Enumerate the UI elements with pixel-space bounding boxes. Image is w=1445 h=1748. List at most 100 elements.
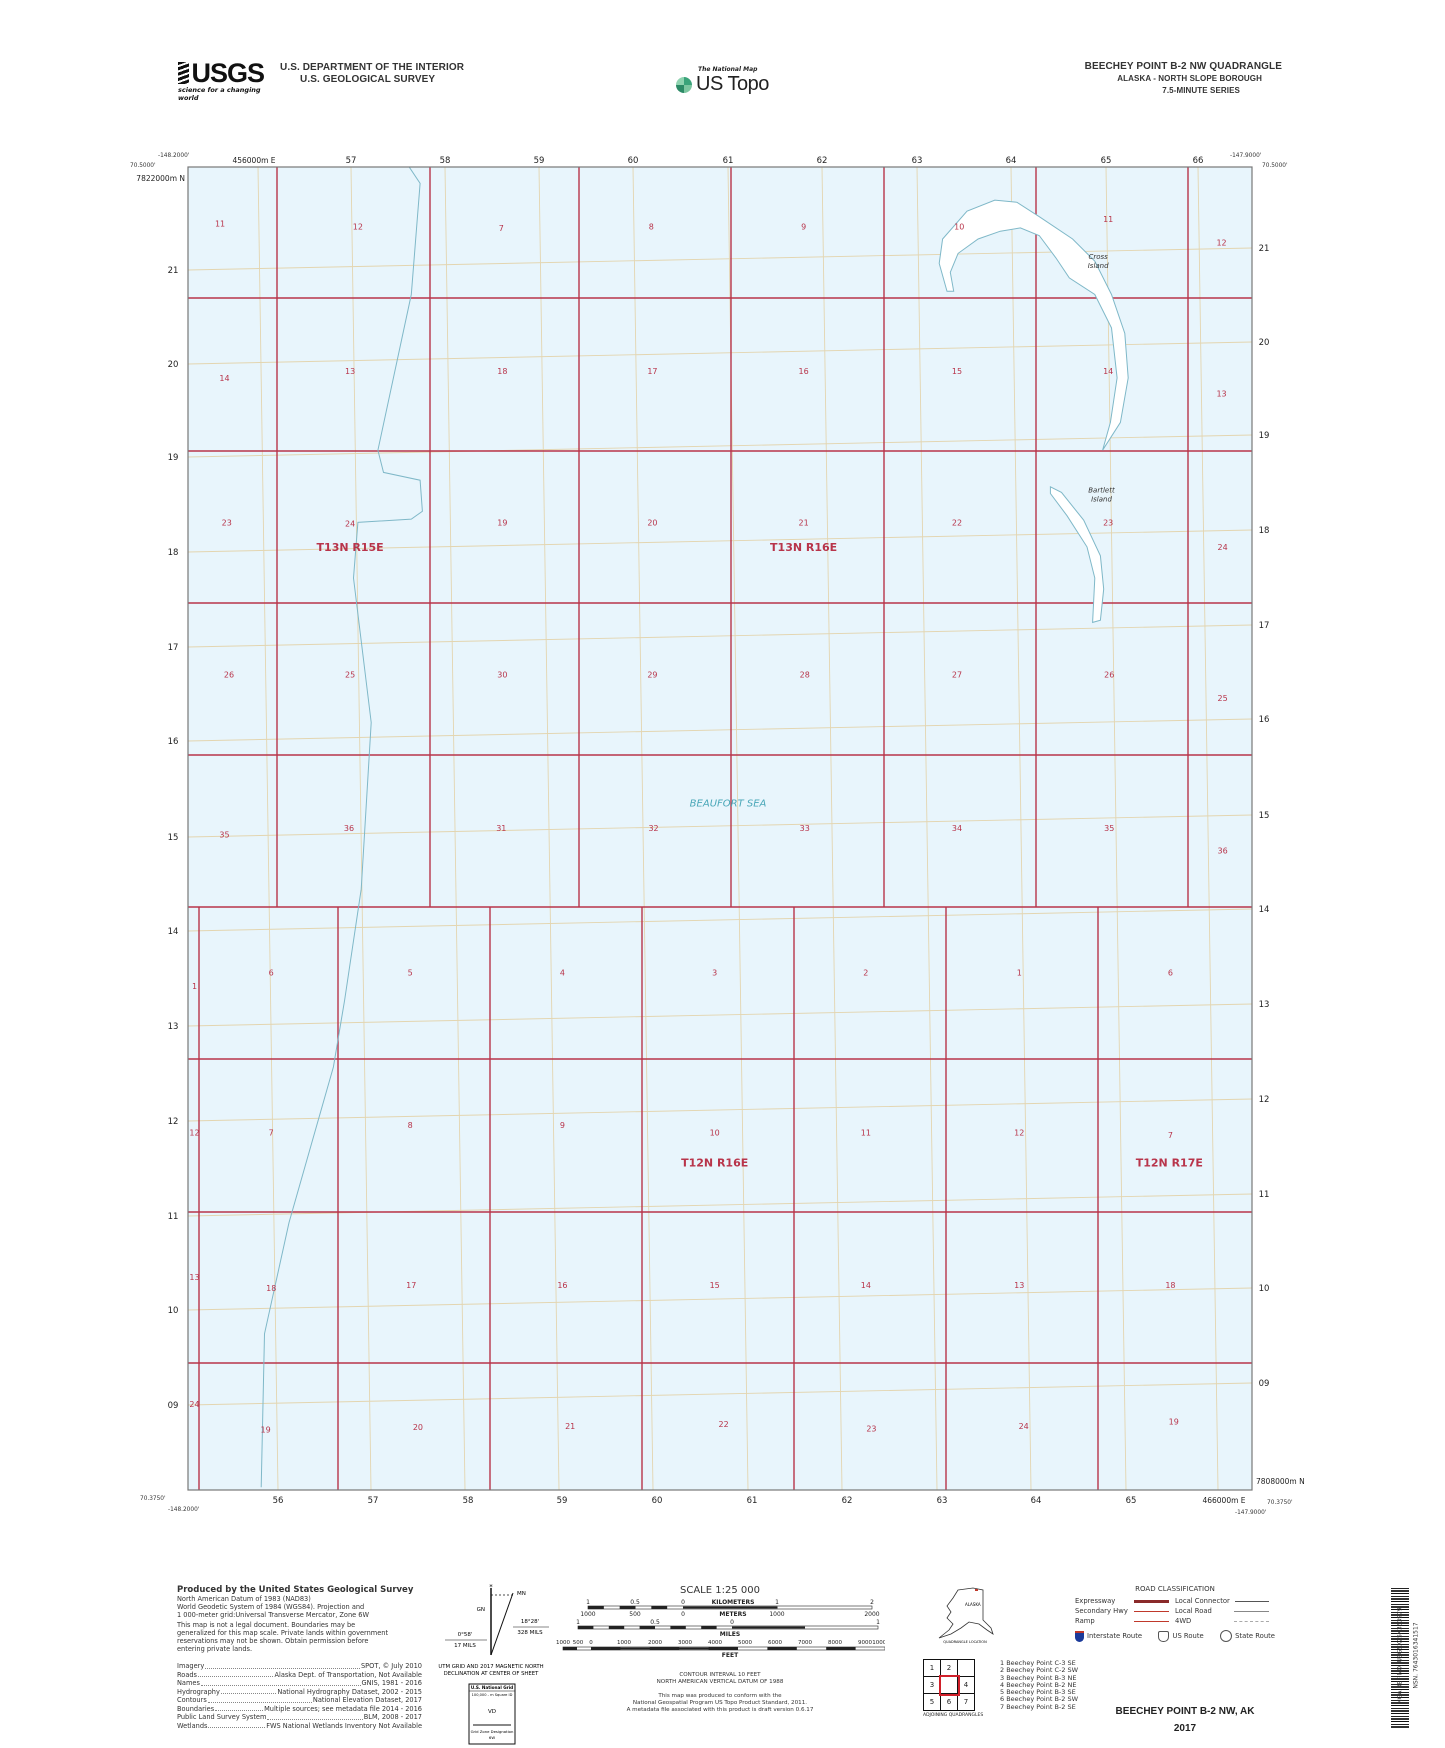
corner-coordinate: -148.2000' <box>168 1507 200 1513</box>
scale-tick-label: 5000 <box>738 1640 752 1646</box>
credit-value: National Hydrography Dataset, 2002 - 201… <box>277 1687 422 1696</box>
road-class-label: Local Connector <box>1175 1597 1230 1605</box>
gzd-value: 6W <box>489 1735 495 1740</box>
barcode <box>1391 1588 1409 1728</box>
easting-label-top: 59 <box>534 156 545 166</box>
scale-tick-label: 8000 <box>828 1640 842 1646</box>
easting-label-first: 456000m E <box>232 156 275 165</box>
section-number: 2 <box>863 969 868 978</box>
section-number: 22 <box>952 518 962 527</box>
northing-label-right: 13 <box>1259 1000 1270 1010</box>
section-number: 29 <box>647 671 657 680</box>
scale-block: SCALE 1:25 000 1 0.5 0 1 2 KILOMETERS 1000 500 0… <box>555 1585 890 1714</box>
northing-label-left: 10 <box>168 1306 179 1316</box>
section-number: 34 <box>952 824 962 833</box>
section-number: 13 <box>1014 1281 1024 1290</box>
credit-value: Multiple sources; see metadata file 2014… <box>264 1704 422 1713</box>
scale-bar-segment <box>591 1647 621 1650</box>
road-class-label: 4WD <box>1175 1617 1192 1625</box>
easting-label-bottom: 57 <box>368 1496 379 1506</box>
section-number: 16 <box>557 1281 567 1290</box>
bartlett-island[interactable] <box>1049 485 1105 624</box>
section-number: 13 <box>189 1273 199 1282</box>
us-topo-text: US Topo <box>696 73 769 95</box>
quad-location-marker <box>975 1589 978 1591</box>
section-number: 24 <box>1218 543 1228 552</box>
section-number: 18 <box>266 1284 276 1293</box>
star-icon: * <box>489 1583 493 1591</box>
island-name-label: Island <box>1088 262 1109 270</box>
road-class-label: Local Road <box>1175 1607 1212 1615</box>
credit-value: Alaska Dept. of Transportation, Not Avai… <box>274 1670 422 1679</box>
scale-unit-label: KILOMETERS <box>712 1599 755 1606</box>
section-number: 30 <box>497 671 507 680</box>
scale-bar-segment <box>732 1626 805 1629</box>
utm-northing-line <box>187 624 1253 648</box>
scale-bar-segment <box>608 1626 625 1629</box>
declination-caption-2: DECLINATION AT CENTER OF SHEET <box>444 1671 539 1677</box>
leader-dots <box>208 1722 266 1728</box>
section-number: 7 <box>499 224 504 233</box>
scale-bar-segment <box>563 1647 577 1650</box>
scale-tick-label: 0 <box>681 1611 685 1618</box>
easting-label-bottom: 58 <box>463 1496 474 1506</box>
credit-value: National Elevation Dataset, 2017 <box>312 1696 422 1704</box>
northing-label-last: 7808000m N <box>1256 1477 1305 1486</box>
adjoining-quad-cell: 7 <box>957 1693 975 1711</box>
northing-label-right: 14 <box>1259 905 1270 915</box>
utm-easting-line <box>257 166 279 1491</box>
island-name-label: Island <box>1091 495 1112 503</box>
section-number: 26 <box>224 671 234 680</box>
utm-northing-line <box>187 814 1253 838</box>
section-number: 31 <box>496 824 506 833</box>
easting-label-top: 65 <box>1101 156 1112 166</box>
easting-label-top: 57 <box>346 156 357 166</box>
section-number: 1 <box>1017 969 1022 978</box>
cross-island[interactable] <box>938 199 1129 451</box>
utm-easting-line <box>1010 166 1032 1491</box>
section-number: 11 <box>861 1129 871 1138</box>
northing-label-right: 12 <box>1259 1095 1270 1105</box>
scale-bar-segment <box>619 1606 636 1609</box>
usng-subtitle: 100,000 - m Square ID <box>472 1693 513 1697</box>
scale-tick-label: 2000 <box>648 1640 662 1646</box>
credit-label: Names <box>177 1679 200 1687</box>
conform-line-1: This map was produced to conform with th… <box>658 1693 782 1699</box>
section-number: 1 <box>192 982 197 991</box>
disclaimer-line: generalized for this map scale. Private … <box>177 1629 389 1637</box>
northing-label-left: 18 <box>168 548 179 558</box>
section-number: 14 <box>861 1281 871 1290</box>
scale-bar-segment <box>639 1626 655 1629</box>
section-number: 10 <box>710 1129 720 1138</box>
section-number: 24 <box>345 520 355 529</box>
scale-tick-label: 0 <box>589 1640 593 1646</box>
scale-bar-segment <box>651 1606 668 1609</box>
scale-title: SCALE 1:25 000 <box>680 1585 760 1596</box>
adjoining-quad-name: 5 Beechey Point B-3 SE <box>1000 1688 1076 1697</box>
section-number: 24 <box>1019 1422 1029 1431</box>
scale-tick-label: 10000 <box>872 1640 885 1646</box>
mn-label: MN <box>517 1591 526 1597</box>
logo-tagline: science for a changing world <box>178 86 261 102</box>
utm-northing-line <box>187 1382 1253 1406</box>
sheet-title-block: BEECHEY POINT B-2 NW, AK 2017 <box>1100 1706 1270 1734</box>
township-range-label: T12N R17E <box>1136 1157 1203 1170</box>
northing-label-left: 17 <box>168 643 179 653</box>
adjoining-quad-cell: 2 <box>940 1659 958 1677</box>
easting-label-top: 66 <box>1193 156 1204 166</box>
credit-row: Wetlands FWS National Wetlands Inventory … <box>177 1722 422 1731</box>
utm-northing-line <box>187 1098 1253 1122</box>
scale-tick-label: 1 <box>586 1599 590 1606</box>
disclaimer-line: reservations may not be shown. Obtain pe… <box>177 1637 369 1645</box>
adjoining-quad-cell: 1 <box>923 1659 941 1677</box>
leader-dots <box>220 1688 277 1694</box>
scale-tick-label: 2 <box>870 1599 874 1606</box>
utm-northing-line <box>187 434 1253 458</box>
quad-region: ALASKA - NORTH SLOPE BOROUGH <box>1117 74 1262 83</box>
easting-label-top: 61 <box>723 156 734 166</box>
nsn-number: NSN. 7643016341517 <box>1412 1622 1420 1689</box>
scale-tick-label: 1 <box>576 1619 580 1626</box>
northing-label-right: 19 <box>1259 431 1270 441</box>
